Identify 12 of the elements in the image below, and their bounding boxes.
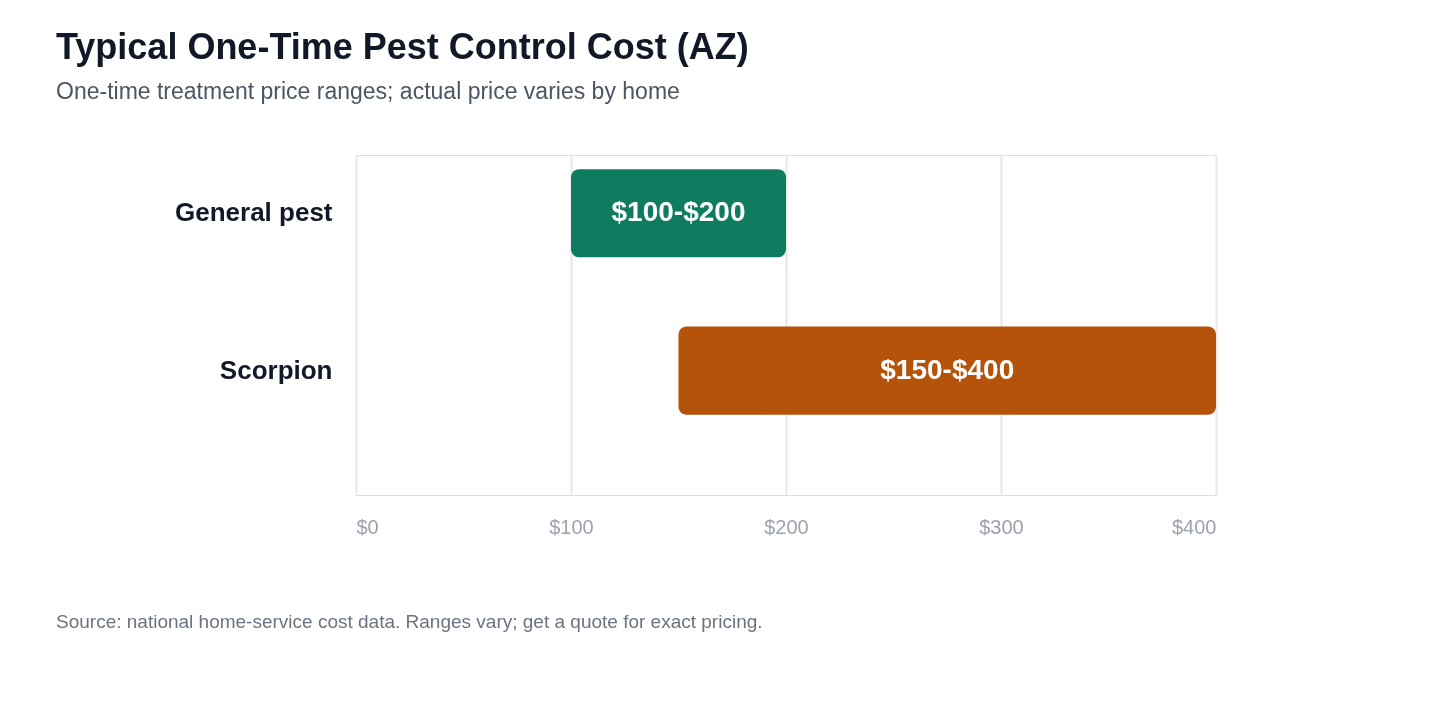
chart-title: Typical One-Time Pest Control Cost (AZ) (56, 26, 749, 67)
x-tick-label: $300 (979, 515, 1024, 538)
y-tick-label: Scorpion (219, 354, 333, 385)
data-label: $100-$200 (611, 196, 746, 228)
chart-subtitle: One-time treatment price ranges; actual price varies by home (56, 78, 680, 104)
x-tick-label: $400 (1172, 515, 1217, 538)
y-tick-label: General pest (174, 197, 333, 228)
data-label: $150-$400 (880, 353, 1015, 385)
x-tick-label: $0 (356, 515, 379, 538)
x-tick-label: $200 (764, 515, 809, 538)
x-tick-label: $100 (549, 515, 594, 538)
source-note: Source: national home-service cost data. Ranges vary; get a quote for exact pricing. (56, 611, 763, 632)
